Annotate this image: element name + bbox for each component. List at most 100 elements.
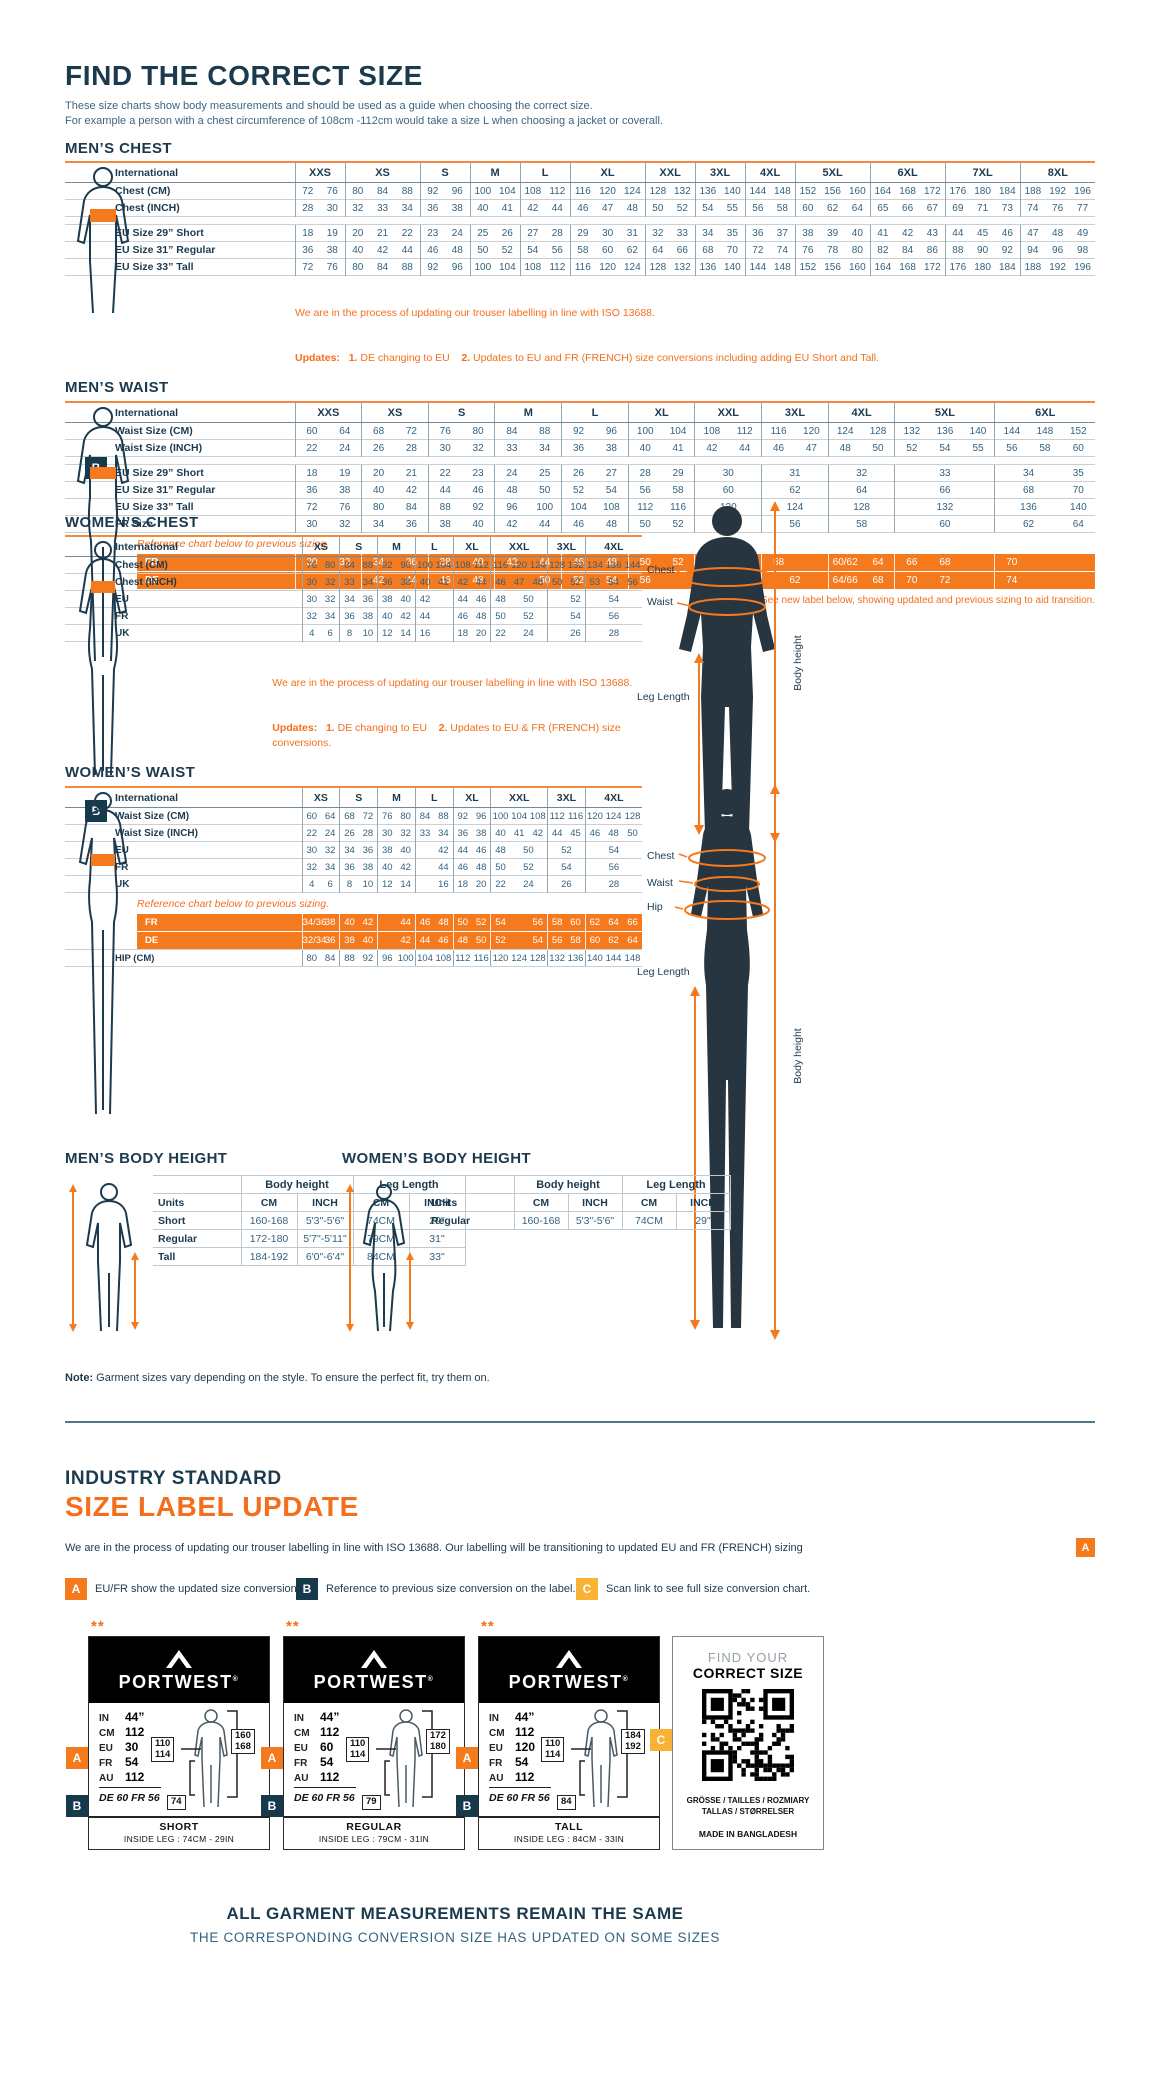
- table-cell: 180: [970, 182, 996, 200]
- table-cell: 76: [328, 498, 362, 516]
- correct-size-text: CORRECT SIZE: [692, 1665, 804, 1681]
- table-cell: 92: [419, 258, 446, 276]
- table-cell: 14: [396, 624, 416, 642]
- table-cell: 29: [569, 224, 596, 242]
- table-cell: 34: [320, 607, 340, 625]
- table-cell: [1061, 554, 1095, 572]
- size-spec-list: IN 44” CM 112 EU 60 FR 54 AU 112: [294, 1709, 339, 1784]
- table-cell: 50: [546, 573, 567, 591]
- table-cell: 28: [584, 624, 642, 642]
- table-cell: 42: [434, 841, 454, 859]
- label-a-badge: A: [1076, 1538, 1095, 1557]
- table-cell: 46: [434, 931, 454, 950]
- table-cell: 48: [827, 439, 862, 457]
- table-cell: 188: [1019, 182, 1046, 200]
- table-cell: 84: [494, 422, 529, 440]
- table-cell: 31: [620, 224, 646, 242]
- label-b-badge: B: [296, 1578, 318, 1600]
- table-cell: 176: [944, 182, 971, 200]
- table-cell: 55: [720, 199, 746, 217]
- table-cell: 64: [861, 554, 895, 572]
- size-label-card-regular: ** PORTWEST® IN 44” CM 112 EU 60 FR 54 AU 112 DE 60 …: [261, 1618, 465, 1850]
- row-label: Waist Size (CM): [65, 422, 295, 440]
- table-cell: 30: [595, 224, 621, 242]
- measure-header: Leg Length: [621, 1175, 731, 1194]
- size-header: XS: [361, 401, 429, 423]
- sub-header-cell: Units: [153, 1193, 242, 1212]
- table-cell: 48: [490, 590, 510, 608]
- table-cell: 134: [584, 556, 605, 574]
- womens-chest-table: International XS S M L XL XXL 3XL 4XL Chest (CM) 7…: [65, 535, 642, 642]
- table-cell: 80: [301, 949, 321, 967]
- table-cell: 124: [620, 258, 646, 276]
- size-label-card-tall: ** PORTWEST® IN 44” CM 112 EU 120 FR 54 AU 112 DE 60…: [456, 1618, 660, 1850]
- table-row: Regular 172-180 5'7"-5'11" 79CM 31": [153, 1229, 466, 1248]
- table-cell: 62: [761, 571, 829, 589]
- table-cell: 19: [328, 464, 362, 482]
- de-fr-previous-size: DE 60 FR 56: [99, 1792, 160, 1804]
- table-cell: 50: [509, 590, 548, 608]
- table-cell: 96: [594, 422, 629, 440]
- table-cell: [1028, 554, 1062, 572]
- update-intro-row: We are in the process of updating our tr…: [65, 1538, 1095, 1557]
- sub-header-cell: CM: [240, 1193, 298, 1212]
- table-cell: 74: [994, 571, 1029, 589]
- table-cell: 62: [584, 914, 605, 932]
- table-cell: 84: [339, 556, 359, 574]
- table-cell: 30: [301, 590, 321, 608]
- table-cell: 48: [604, 824, 623, 842]
- table-cell: 38: [377, 841, 397, 859]
- table-cell: 124: [620, 182, 646, 200]
- table-cell: 74: [1019, 199, 1046, 217]
- table-cell: Regular: [153, 1229, 242, 1248]
- table-cell: [377, 931, 397, 950]
- table-cell: 56: [761, 515, 829, 533]
- size-header: XL: [627, 401, 695, 423]
- table-cell: 58: [546, 914, 567, 932]
- table-cell: 120: [595, 182, 621, 200]
- size-header: S: [419, 161, 471, 183]
- table-cell: 70: [994, 554, 1029, 572]
- table-cell: 100: [414, 556, 435, 574]
- womens-body-height-table: Body height Leg Length Units CM INCH CM INCH Re…: [426, 1175, 731, 1230]
- table-cell: 48: [594, 515, 629, 533]
- spec-row: IN 44”: [294, 1710, 340, 1724]
- size-header: L: [414, 786, 454, 808]
- table-cell: 36: [339, 858, 359, 876]
- table-cell: [414, 858, 435, 876]
- iso-note-line-2: Updates: 1. DE changing to EU 2. Updates…: [272, 722, 624, 749]
- table-cell: [414, 841, 435, 859]
- table-cell: 40: [490, 824, 510, 842]
- table-cell: 40: [396, 841, 416, 859]
- womens-chest-heading: WOMEN’S CHEST: [65, 514, 199, 531]
- chest-label: Chest: [647, 850, 675, 862]
- table-cell: 64: [320, 807, 340, 825]
- table-cell: 72: [928, 571, 962, 589]
- table-cell: 56: [994, 439, 1029, 457]
- size-header: 5XL: [794, 161, 871, 183]
- label-b-badge: B: [456, 1795, 478, 1817]
- table-cell: 28: [395, 439, 429, 457]
- size-header: S: [339, 786, 378, 808]
- table-cell: 33: [894, 464, 995, 482]
- table-cell: 136: [694, 182, 721, 200]
- table-cell: [546, 624, 567, 642]
- table-cell: 41: [495, 199, 521, 217]
- table-cell: 25: [469, 224, 496, 242]
- table-cell: 48: [434, 914, 454, 932]
- table-cell: 108: [519, 258, 546, 276]
- table-cell: 16: [414, 624, 435, 642]
- table-cell: 46: [471, 590, 491, 608]
- legend-text: Scan link to see full size conversion ch…: [606, 1583, 811, 1595]
- table-cell: 14: [396, 875, 416, 893]
- table-cell: 22: [427, 464, 462, 482]
- fit-name: REGULAR: [346, 1821, 402, 1833]
- waist-label: Waist: [647, 877, 673, 889]
- table-cell: 76: [320, 182, 346, 200]
- table-cell: 124: [509, 949, 529, 967]
- table-cell: 196: [1070, 182, 1096, 200]
- female-measurement-diagram: Chest Waist Hip Leg Length Body height: [635, 780, 850, 1355]
- table-cell: 108: [528, 807, 548, 825]
- table-cell: 26: [339, 824, 359, 842]
- table-cell: 26: [495, 224, 521, 242]
